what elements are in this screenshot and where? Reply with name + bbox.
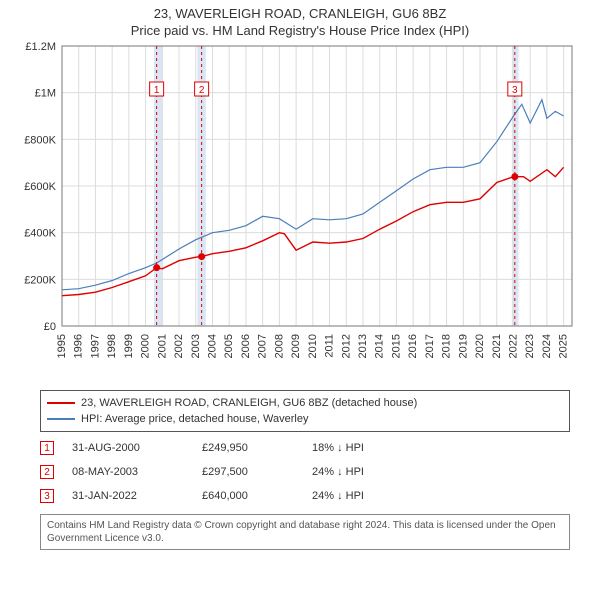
x-tick-label: 2001 (156, 334, 168, 358)
legend: 23, WAVERLEIGH ROAD, CRANLEIGH, GU6 8BZ … (40, 390, 570, 432)
x-tick-label: 2017 (424, 334, 436, 358)
y-tick-label: £800K (24, 134, 56, 146)
x-tick-label: 1997 (89, 334, 101, 358)
x-tick-label: 2013 (357, 334, 369, 358)
event-price: £249,950 (202, 442, 312, 454)
chart-svg: £0 £200K £400K £600K £800K £1M £1.2M 1995 1996 19… (20, 42, 580, 382)
x-tick-label: 2010 (307, 334, 319, 358)
legend-label: 23, WAVERLEIGH ROAD, CRANLEIGH, GU6 8BZ … (81, 397, 417, 409)
y-tick-label: £0 (44, 321, 56, 333)
x-tick-label: 2025 (558, 334, 570, 358)
x-tick-label: 2004 (206, 334, 218, 358)
y-tick-label: £600K (24, 181, 56, 193)
x-tick-label: 2008 (273, 334, 285, 358)
legend-swatch (47, 402, 75, 404)
x-tick-label: 2024 (541, 334, 553, 358)
event-dot (511, 173, 518, 180)
event-date: 31-AUG-2000 (72, 442, 202, 454)
event-row: 3 31-JAN-2022£640,00024% ↓ HPI (40, 484, 570, 508)
x-tick-label: 1996 (73, 334, 85, 358)
x-tick-label: 2023 (524, 334, 536, 358)
x-tick-label: 2003 (190, 334, 202, 358)
event-delta: 18% ↓ HPI (312, 442, 422, 454)
page-title: 23, WAVERLEIGH ROAD, CRANLEIGH, GU6 8BZ (0, 0, 600, 21)
x-tick-label: 2021 (491, 334, 503, 358)
x-tick-label: 1999 (123, 334, 135, 358)
event-delta: 24% ↓ HPI (312, 466, 422, 478)
event-price: £640,000 (202, 490, 312, 502)
event-delta: 24% ↓ HPI (312, 490, 422, 502)
y-tick-label: £400K (24, 228, 56, 240)
x-tick-label: 1995 (56, 334, 68, 358)
x-tick-label: 2011 (324, 334, 336, 358)
event-marker-num: 1 (154, 85, 160, 96)
y-tick-label: £1M (35, 88, 56, 100)
y-tick-label: £200K (24, 274, 56, 286)
x-tick-label: 2002 (173, 334, 185, 358)
event-row: 1 31-AUG-2000£249,95018% ↓ HPI (40, 436, 570, 460)
page-subtitle: Price paid vs. HM Land Registry's House … (0, 21, 600, 42)
event-date: 31-JAN-2022 (72, 490, 202, 502)
y-tick-label: £1.2M (25, 42, 56, 53)
x-tick-label: 2000 (140, 334, 152, 358)
legend-row: HPI: Average price, detached house, Wave… (47, 411, 563, 427)
event-marker-num: 2 (199, 85, 205, 96)
x-tick-label: 2006 (240, 334, 252, 358)
event-marker: 2 (40, 465, 54, 479)
x-tick-label: 2016 (407, 334, 419, 358)
x-tick-label: 2012 (340, 334, 352, 358)
event-marker-num: 3 (512, 85, 518, 96)
event-date: 08-MAY-2003 (72, 466, 202, 478)
x-tick-label: 2005 (223, 334, 235, 358)
x-tick-label: 1998 (106, 334, 118, 358)
x-tick-label: 2007 (257, 334, 269, 358)
event-dot (153, 264, 160, 271)
x-tick-label: 2009 (290, 334, 302, 358)
event-row: 2 08-MAY-2003£297,50024% ↓ HPI (40, 460, 570, 484)
event-dot (198, 253, 205, 260)
x-tick-label: 2015 (390, 334, 402, 358)
x-tick-label: 2014 (374, 334, 386, 358)
footer-attribution: Contains HM Land Registry data © Crown c… (40, 514, 570, 550)
event-price: £297,500 (202, 466, 312, 478)
legend-label: HPI: Average price, detached house, Wave… (81, 413, 308, 425)
event-marker: 3 (40, 489, 54, 503)
legend-row: 23, WAVERLEIGH ROAD, CRANLEIGH, GU6 8BZ … (47, 395, 563, 411)
legend-swatch (47, 418, 75, 420)
x-tick-label: 2018 (441, 334, 453, 358)
x-tick-label: 2022 (507, 334, 519, 358)
event-marker: 1 (40, 441, 54, 455)
events-table: 1 31-AUG-2000£249,95018% ↓ HPI 2 08-MAY-200… (40, 436, 570, 508)
x-tick-label: 2020 (474, 334, 486, 358)
x-tick-label: 2019 (457, 334, 469, 358)
price-chart: £0 £200K £400K £600K £800K £1M £1.2M 1995 1996 19… (20, 42, 580, 382)
